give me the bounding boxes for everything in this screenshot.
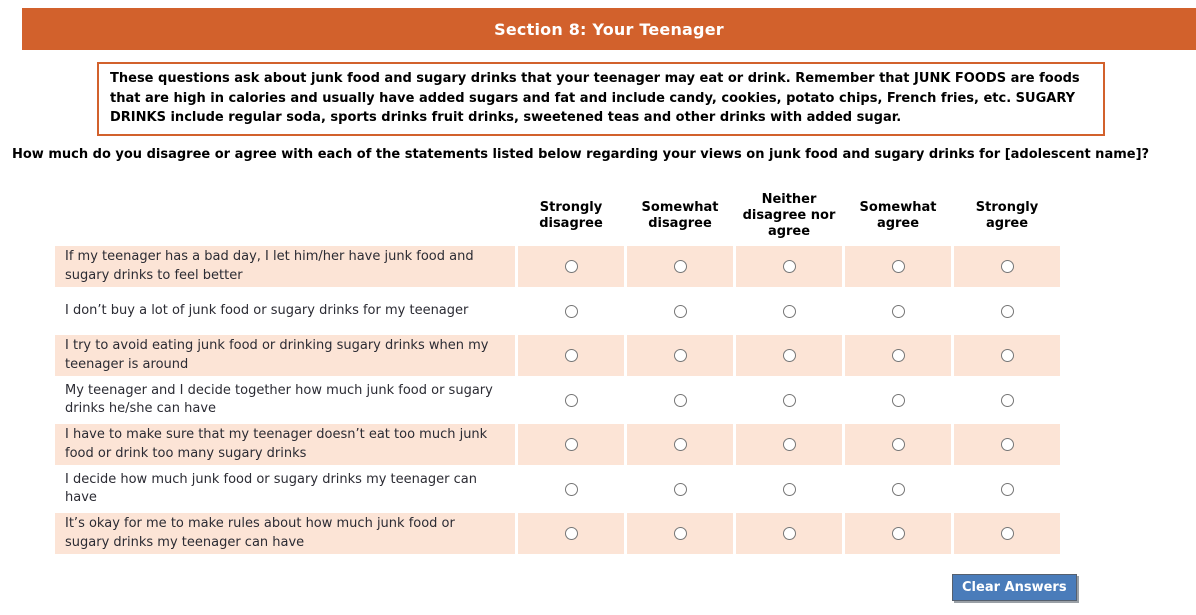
radio-row7-col2[interactable] <box>673 527 687 540</box>
radio-row3-col1[interactable] <box>564 349 578 362</box>
radio-row5-col1[interactable] <box>564 438 578 451</box>
radio-row2-col4[interactable] <box>891 304 905 318</box>
option-cell <box>954 335 1060 376</box>
radio-row7-col1[interactable] <box>564 527 578 540</box>
option-cell <box>954 246 1060 287</box>
radio-row4-col1[interactable] <box>564 393 578 407</box>
radio-row2-col2[interactable] <box>673 304 687 318</box>
statement-label: My teenager and I decide together how mu… <box>55 379 515 421</box>
section-title: Section 8: Your Teenager <box>494 19 724 39</box>
statement-label: I try to avoid eating junk food or drink… <box>55 335 515 376</box>
option-cell <box>518 513 624 554</box>
option-cell <box>845 379 951 421</box>
radio-row3-col3[interactable] <box>782 349 796 362</box>
option-cell <box>518 290 624 332</box>
radio-row4-col3[interactable] <box>782 393 796 407</box>
column-header-2: Somewhat disagree <box>641 199 719 231</box>
clear-answers-button[interactable]: Clear Answers <box>952 574 1077 601</box>
header-spacer <box>55 188 515 244</box>
column-header-1: Strongly disagree <box>539 199 603 231</box>
matrix-table: If my teenager has a bad day, I let him/… <box>55 246 1060 554</box>
radio-row2-col5[interactable] <box>1000 304 1014 318</box>
option-cell <box>845 468 951 510</box>
option-cell <box>736 379 842 421</box>
option-cell <box>518 246 624 287</box>
radio-row7-col3[interactable] <box>782 527 796 540</box>
radio-row6-col5[interactable] <box>1000 482 1014 496</box>
radio-row6-col1[interactable] <box>564 482 578 496</box>
statement-label: I have to make sure that my teenager doe… <box>55 424 515 465</box>
option-cell <box>627 468 733 510</box>
column-header-4: Somewhat agree <box>859 199 937 231</box>
radio-row7-col5[interactable] <box>1000 527 1014 540</box>
radio-row4-col4[interactable] <box>891 393 905 407</box>
option-cell <box>954 424 1060 465</box>
radio-row7-col4[interactable] <box>891 527 905 540</box>
instruction-text: These questions ask about junk food and … <box>110 71 1080 125</box>
option-cell <box>845 246 951 287</box>
option-cell <box>954 290 1060 332</box>
option-cell <box>627 424 733 465</box>
statement-label: If my teenager has a bad day, I let him/… <box>55 246 515 287</box>
matrix-header-row: Strongly disagree Somewhat disagree Neithe… <box>55 188 1060 244</box>
radio-row4-col5[interactable] <box>1000 393 1014 407</box>
radio-row3-col2[interactable] <box>673 349 687 362</box>
option-cell <box>736 424 842 465</box>
radio-row1-col1[interactable] <box>564 260 578 273</box>
radio-row1-col4[interactable] <box>891 260 905 273</box>
statement-label: It’s okay for me to make rules about how… <box>55 513 515 554</box>
option-cell <box>736 246 842 287</box>
option-cell <box>518 468 624 510</box>
option-cell <box>627 379 733 421</box>
radio-row6-col4[interactable] <box>891 482 905 496</box>
column-header-3: Neither disagree nor agree <box>742 191 836 240</box>
radio-row4-col2[interactable] <box>673 393 687 407</box>
radio-row5-col3[interactable] <box>782 438 796 451</box>
option-cell <box>627 246 733 287</box>
option-cell <box>954 379 1060 421</box>
radio-row1-col5[interactable] <box>1000 260 1014 273</box>
option-cell <box>736 513 842 554</box>
option-cell <box>736 468 842 510</box>
radio-row6-col3[interactable] <box>782 482 796 496</box>
radio-row2-col3[interactable] <box>782 304 796 318</box>
option-cell <box>627 290 733 332</box>
radio-row2-col1[interactable] <box>564 304 578 318</box>
option-cell <box>518 424 624 465</box>
radio-row5-col2[interactable] <box>673 438 687 451</box>
column-header-5: Strongly agree <box>975 199 1039 231</box>
option-cell <box>954 468 1060 510</box>
option-cell <box>736 290 842 332</box>
radio-row1-col2[interactable] <box>673 260 687 273</box>
option-cell <box>627 513 733 554</box>
option-cell <box>954 513 1060 554</box>
statement-label: I don’t buy a lot of junk food or sugary… <box>55 290 515 332</box>
option-cell <box>845 290 951 332</box>
option-cell <box>518 335 624 376</box>
radio-row6-col2[interactable] <box>673 482 687 496</box>
radio-row3-col4[interactable] <box>891 349 905 362</box>
section-header-bar: Section 8: Your Teenager <box>22 8 1196 50</box>
radio-row3-col5[interactable] <box>1000 349 1014 362</box>
radio-row1-col3[interactable] <box>782 260 796 273</box>
statement-label: I decide how much junk food or sugary dr… <box>55 468 515 510</box>
option-cell <box>627 335 733 376</box>
option-cell <box>518 379 624 421</box>
radio-row5-col4[interactable] <box>891 438 905 451</box>
option-cell <box>736 335 842 376</box>
radio-row5-col5[interactable] <box>1000 438 1014 451</box>
option-cell <box>845 335 951 376</box>
question-text: How much do you disagree or agree with e… <box>12 147 1150 162</box>
instruction-box: These questions ask about junk food and … <box>97 62 1105 136</box>
option-cell <box>845 513 951 554</box>
option-cell <box>845 424 951 465</box>
